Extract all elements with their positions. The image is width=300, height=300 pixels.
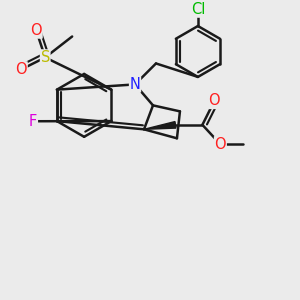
Text: F: F <box>29 114 37 129</box>
Text: O: O <box>30 23 42 38</box>
Text: O: O <box>214 137 226 152</box>
Text: Cl: Cl <box>191 2 205 17</box>
Text: O: O <box>15 62 27 77</box>
Text: N: N <box>130 77 140 92</box>
Polygon shape <box>144 122 176 129</box>
Text: O: O <box>208 93 220 108</box>
Text: S: S <box>40 50 50 65</box>
